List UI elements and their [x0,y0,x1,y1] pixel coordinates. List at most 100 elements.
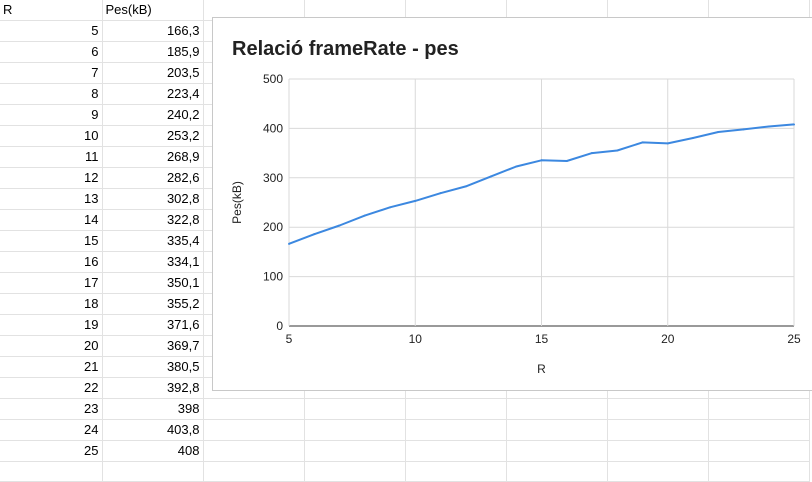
data-point [414,199,417,202]
cell-r[interactable]: 9 [0,104,103,126]
empty-cell[interactable] [304,461,406,482]
chart-canvas: 0 100 200 300 400 500 5 10 15 20 25 R Pes(kB) [230,72,801,376]
cell-pes[interactable]: 166,3 [102,20,204,42]
empty-cell[interactable] [102,461,204,482]
line-chart[interactable]: 0 100 200 300 400 500 5 10 15 20 25 R Pes(kB) Relaci… [212,17,812,391]
y-tick-label: 100 [263,270,283,284]
data-point [338,224,341,227]
cell-r[interactable]: 20 [0,335,103,357]
empty-cell[interactable] [405,461,507,482]
cell-pes[interactable]: 282,6 [102,167,204,189]
empty-cell[interactable] [708,440,810,462]
cell-pes[interactable]: 403,8 [102,419,204,441]
empty-cell[interactable] [708,419,810,441]
data-point [793,123,795,126]
data-point [313,233,316,236]
cell-pes[interactable]: 185,9 [102,41,204,63]
cell-r[interactable]: 22 [0,377,103,399]
cell-r[interactable]: 23 [0,398,103,420]
y-tick-label: 500 [263,72,283,86]
cell-pes[interactable]: 371,6 [102,314,204,336]
cell-r[interactable]: 25 [0,440,103,462]
data-point [767,125,770,128]
empty-cell[interactable] [607,461,709,482]
y-tick-label: 400 [263,121,283,135]
empty-cell[interactable] [607,440,709,462]
cell-pes[interactable]: 240,2 [102,104,204,126]
empty-cell[interactable] [203,440,305,462]
cell-r[interactable]: 7 [0,62,103,84]
cell-pes[interactable]: 253,2 [102,125,204,147]
data-point [666,142,669,145]
empty-cell[interactable] [304,398,406,420]
empty-cell[interactable] [203,461,305,482]
empty-cell[interactable] [304,440,406,462]
cell-pes[interactable]: 203,5 [102,62,204,84]
cell-r[interactable]: 5 [0,20,103,42]
data-point [591,152,593,155]
x-tick-label: 20 [661,332,675,346]
data-point [288,242,290,245]
empty-cell[interactable] [506,461,608,482]
empty-cell[interactable] [405,398,507,420]
data-point [717,130,720,133]
x-tick-label: 15 [535,332,549,346]
empty-cell[interactable] [506,398,608,420]
cell-r[interactable]: 19 [0,314,103,336]
cell-r[interactable]: 8 [0,83,103,105]
cell-pes[interactable]: 369,7 [102,335,204,357]
y-axis-label: Pes(kB) [230,181,244,224]
empty-cell[interactable] [506,419,608,441]
cell-pes[interactable]: 302,8 [102,188,204,210]
cell-r[interactable]: 24 [0,419,103,441]
y-tick-label: 200 [263,220,283,234]
cell-pes[interactable]: 408 [102,440,204,462]
cell-pes[interactable]: 322,8 [102,209,204,231]
empty-cell[interactable] [708,398,810,420]
data-point [742,128,745,131]
cell-pes[interactable]: 335,4 [102,230,204,252]
data-point [490,175,492,178]
cell-r[interactable]: 10 [0,125,103,147]
cell-r[interactable]: 14 [0,209,103,231]
cell-pes[interactable]: 223,4 [102,83,204,105]
cell-r[interactable]: 11 [0,146,103,168]
cell-r[interactable]: 21 [0,356,103,378]
table-row: 23 398 [0,398,810,420]
empty-cell[interactable] [607,419,709,441]
cell-pes[interactable]: 392,8 [102,377,204,399]
empty-cell[interactable] [304,419,406,441]
empty-cell[interactable] [203,419,305,441]
cell-r[interactable]: 6 [0,41,103,63]
empty-cell[interactable] [506,440,608,462]
cell-pes[interactable]: 355,2 [102,293,204,315]
header-row: R Pes(kB) [0,0,810,21]
cell-pes[interactable]: 268,9 [102,146,204,168]
empty-cell[interactable] [405,440,507,462]
empty-cell[interactable] [708,461,810,482]
empty-cell[interactable] [607,398,709,420]
empty-cell[interactable] [405,419,507,441]
x-tick-label: 10 [409,332,423,346]
data-point [692,137,694,140]
cell-r[interactable]: 15 [0,230,103,252]
data-point [363,214,366,217]
cell-pes[interactable]: 380,5 [102,356,204,378]
cell-r[interactable]: 16 [0,251,103,273]
data-point [515,165,518,168]
empty-cell[interactable] [0,461,103,482]
data-point [641,141,644,144]
empty-cell[interactable] [203,398,305,420]
cell-r[interactable]: 13 [0,188,103,210]
header-pes[interactable]: Pes(kB) [102,0,204,21]
table-row: 25 408 [0,440,810,462]
header-r[interactable]: R [0,0,103,21]
cell-r[interactable]: 18 [0,293,103,315]
data-point [616,149,619,152]
cell-pes[interactable]: 334,1 [102,251,204,273]
cell-pes[interactable]: 398 [102,398,204,420]
cell-r[interactable]: 17 [0,272,103,294]
cell-pes[interactable]: 350,1 [102,272,204,294]
cell-r[interactable]: 12 [0,167,103,189]
table-row [0,461,810,482]
